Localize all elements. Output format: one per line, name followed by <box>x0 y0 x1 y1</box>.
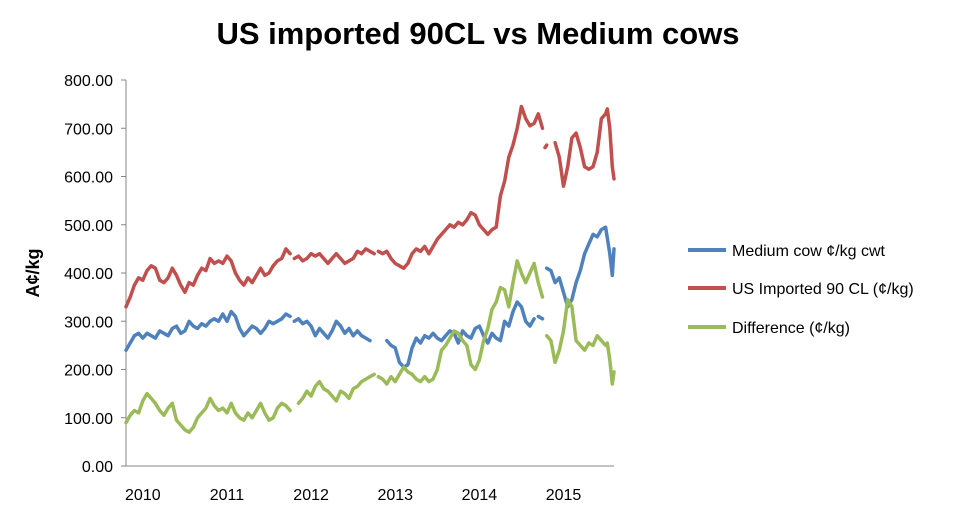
x-tick-label: 2011 <box>210 487 245 504</box>
y-tick-label: 0.00 <box>82 459 113 476</box>
series-line-1 <box>292 317 372 343</box>
series-line-2 <box>376 104 545 270</box>
x-tick-label: 2015 <box>546 487 582 504</box>
series-line-2 <box>292 247 376 266</box>
plot-area: 0.00 100.00 200.00 300.00 400.00 500.00 600.00… <box>64 73 616 504</box>
series-line-2 <box>124 247 292 309</box>
y-axis-title: A¢/kg <box>23 248 43 297</box>
y-ticks: 0.00 100.00 200.00 300.00 400.00 500.00 600.00… <box>64 73 126 476</box>
legend: Medium cow ¢/kg cwt US Imported 90 CL (¢/… <box>688 243 914 337</box>
y-tick-label: 500.00 <box>64 218 113 235</box>
legend-label: US Imported 90 CL (¢/kg) <box>732 281 914 298</box>
series-line-3 <box>296 372 376 406</box>
legend-label: Medium cow ¢/kg cwt <box>732 243 885 260</box>
x-tick-label: 2010 <box>125 487 161 504</box>
y-tick-label: 300.00 <box>64 314 113 331</box>
y-tick-label: 600.00 <box>64 170 113 187</box>
chart-title: US imported 90CL vs Medium cows <box>216 16 739 51</box>
y-tick-label: 700.00 <box>64 121 113 138</box>
series-line-1 <box>124 309 292 352</box>
series-line-2 <box>553 107 616 188</box>
x-tick-label: 2013 <box>377 487 413 504</box>
series-line-3 <box>124 391 292 434</box>
series-line-3 <box>376 259 545 386</box>
x-tick-label: 2014 <box>462 487 498 504</box>
series-line-1 <box>544 225 616 309</box>
y-tick-label: 400.00 <box>64 266 113 283</box>
series-line-2 <box>543 143 549 150</box>
x-ticks: 2010 2011 2012 2013 2014 2015 <box>125 487 581 504</box>
series-lines <box>124 104 616 434</box>
y-tick-label: 800.00 <box>64 73 113 90</box>
series-line-3 <box>544 297 616 386</box>
y-tick-label: 200.00 <box>64 363 113 380</box>
series-line-1 <box>536 314 545 321</box>
x-tick-label: 2012 <box>293 487 329 504</box>
legend-label: Difference (¢/kg) <box>732 320 850 337</box>
y-tick-label: 100.00 <box>64 411 113 428</box>
